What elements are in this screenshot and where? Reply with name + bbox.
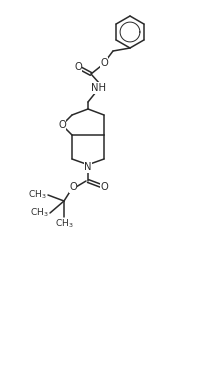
Text: O: O [74,62,82,72]
Text: CH$_3$: CH$_3$ [28,189,47,201]
Text: N: N [84,162,92,172]
Text: O: O [100,182,108,192]
Text: NH: NH [91,83,105,93]
Text: O: O [100,58,108,68]
Text: O: O [69,182,77,192]
Text: CH$_3$: CH$_3$ [30,207,49,219]
Text: O: O [58,120,66,130]
Text: CH$_3$: CH$_3$ [55,218,73,230]
